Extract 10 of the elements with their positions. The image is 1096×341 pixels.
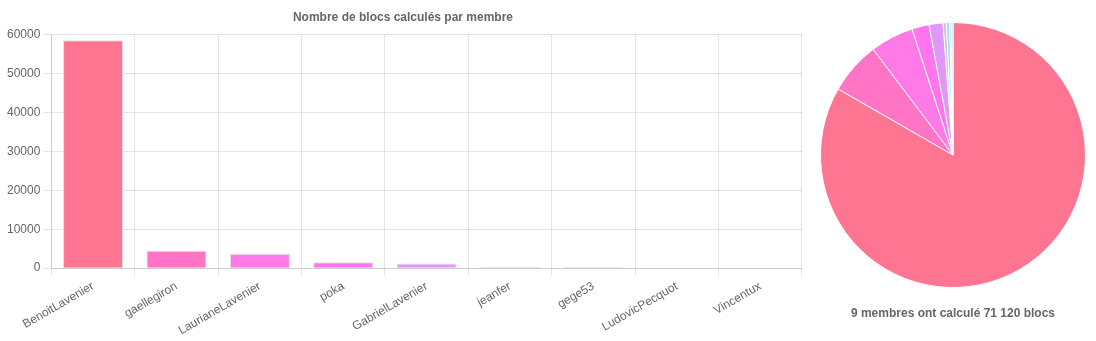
y-tick-label: 30000 xyxy=(6,143,41,158)
y-tick-label: 0 xyxy=(33,260,41,275)
text: 9 membres ont calculé 71 120 blocs xyxy=(849,306,1057,320)
x-tick-label: poka xyxy=(316,278,347,304)
chart-title: Nombre de blocs calculés par membre xyxy=(292,9,514,24)
y-tick-label: 50000 xyxy=(6,65,41,80)
y-tick-label: 60000 xyxy=(6,26,41,41)
y-tick-label: 20000 xyxy=(6,182,41,197)
y-tick-label: 10000 xyxy=(6,221,41,236)
y-tick-label: 40000 xyxy=(6,104,41,119)
